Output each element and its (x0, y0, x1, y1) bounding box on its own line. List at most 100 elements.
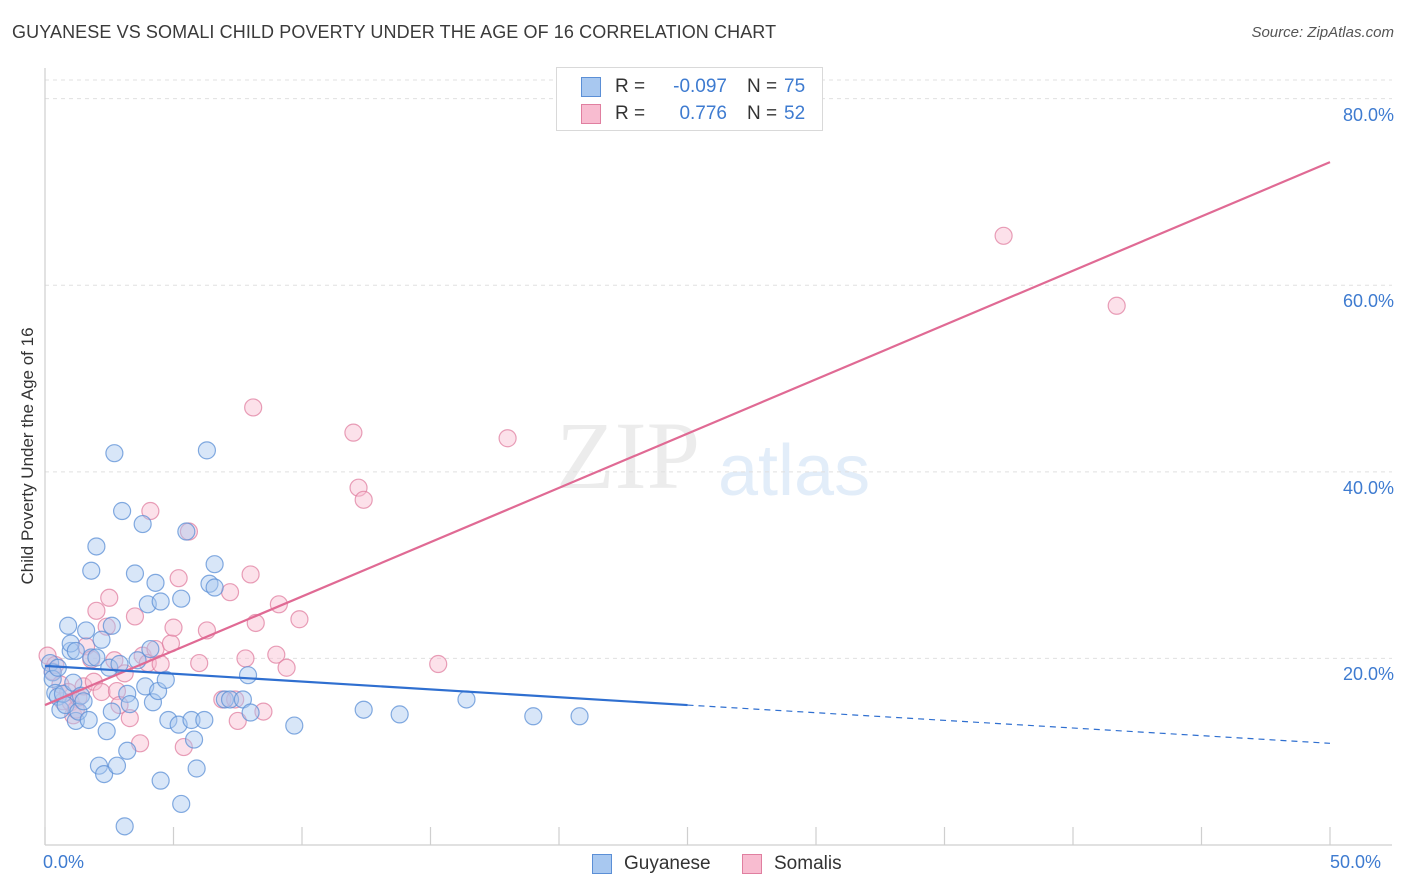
guyanese-point (151, 592, 170, 611)
guyanese-point (79, 710, 98, 730)
x-tick-label-max: 50.0% (1330, 852, 1382, 872)
somalis-point (277, 658, 296, 677)
somalis-point (236, 649, 255, 668)
legend-n-label: N = (747, 76, 778, 97)
somalis-point (290, 610, 309, 629)
guyanese-point (570, 707, 589, 726)
somalis-point (498, 429, 517, 448)
guyanese-point (184, 730, 204, 749)
guyanese-point (115, 817, 134, 836)
legend-item-guyanese: Guyanese (592, 852, 711, 876)
guyanese-point (120, 695, 139, 714)
guyanese-point (172, 794, 191, 814)
somalis-point (174, 737, 193, 757)
guyanese-point (100, 658, 119, 677)
somalis-point (120, 709, 139, 728)
somalis-point (100, 588, 119, 607)
somalis-point (226, 690, 245, 709)
somalis-trend-line (44, 161, 1331, 707)
legend-row-somalis: R = 0.776 N = 52 (581, 101, 805, 127)
guyanese-point (43, 669, 62, 689)
guyanese-point (97, 722, 116, 741)
guyanese-point (77, 621, 96, 640)
source-label: Source: ZipAtlas.com (1251, 24, 1394, 41)
guyanese-swatch (592, 854, 612, 874)
axes (44, 68, 1392, 846)
somalis-point (228, 711, 247, 731)
somalis-point (220, 583, 240, 602)
y-tick-label: 80.0% (1342, 104, 1394, 125)
somalis-point (169, 569, 188, 588)
guyanese-point (390, 705, 409, 724)
guyanese-point (105, 444, 124, 463)
guyanese-point (82, 561, 101, 580)
y-tick-label: 40.0% (1342, 477, 1394, 498)
somalis-point (190, 653, 209, 673)
guyanese-point (82, 648, 101, 667)
guyanese-point (172, 589, 191, 608)
guyanese-point (205, 578, 224, 597)
legend-n-label: N = (747, 103, 778, 124)
guyanese-point (457, 690, 476, 709)
guyanese-trend-extension (687, 704, 1331, 744)
somalis-swatch (742, 854, 762, 874)
guyanese-point (107, 756, 127, 775)
guyanese-point (112, 501, 132, 521)
guyanese-point (133, 514, 152, 534)
somalis-point (254, 702, 273, 721)
legend-r-value: -0.097 (673, 76, 727, 97)
legend-label-somalis: Somalis (774, 853, 842, 874)
guyanese-point (285, 716, 304, 735)
somalis-point (429, 654, 448, 674)
guyanese-trend-line (44, 664, 688, 707)
watermark-zip: ZIP (556, 402, 700, 509)
guyanese-point (195, 710, 214, 730)
somalis-point (107, 681, 127, 701)
guyanese-point (59, 616, 78, 635)
guyanese-point (524, 707, 543, 726)
somalis-point (267, 645, 286, 664)
somalis-point (125, 607, 145, 626)
guyanese-point (205, 555, 224, 574)
y-tick-label: 20.0% (1342, 664, 1394, 685)
guyanese-point (187, 759, 206, 778)
somalis-point (241, 565, 260, 584)
legend-label-guyanese: Guyanese (624, 853, 711, 874)
guyanese-point (220, 690, 240, 709)
legend-item-somalis: Somalis (742, 852, 842, 876)
guyanese-point (92, 630, 111, 649)
somalis-point (92, 682, 111, 702)
guyanese-point (354, 700, 373, 719)
guyanese-point (102, 702, 121, 721)
guyanese-point (66, 641, 85, 661)
guyanese-point (87, 537, 106, 556)
legend-r-label: R = (615, 76, 646, 97)
guyanese-point (95, 764, 114, 784)
legend-r-value: 0.776 (679, 103, 727, 124)
guyanese-point (238, 666, 258, 685)
y-tick-label: 60.0% (1342, 291, 1394, 312)
guyanese-point (87, 648, 106, 667)
somalis-point (994, 226, 1013, 245)
guyanese-swatch (581, 77, 601, 97)
guyanese-point (241, 703, 260, 722)
legend-n-value: 75 (784, 76, 806, 97)
guyanese-point (215, 690, 234, 709)
somalis-swatch (581, 104, 601, 124)
somalis-point (164, 618, 183, 637)
somalis-points (38, 226, 1126, 757)
legend-n-value: 52 (784, 103, 806, 124)
guyanese-point (159, 710, 178, 730)
guyanese-point (61, 641, 80, 661)
guyanese-point (118, 741, 137, 760)
correlation-legend: R = -0.097 N = 75 R = 0.776 N = 52 (556, 67, 823, 131)
guyanese-point (102, 616, 121, 635)
guyanese-point (197, 441, 217, 460)
guyanese-point (74, 692, 93, 711)
guyanese-point (141, 639, 160, 659)
legend-row-guyanese: R = -0.097 N = 75 (581, 74, 805, 100)
guyanese-point (125, 564, 145, 583)
guyanese-point (143, 693, 163, 712)
legend-r-label: R = (615, 103, 646, 124)
somalis-point (344, 423, 363, 442)
